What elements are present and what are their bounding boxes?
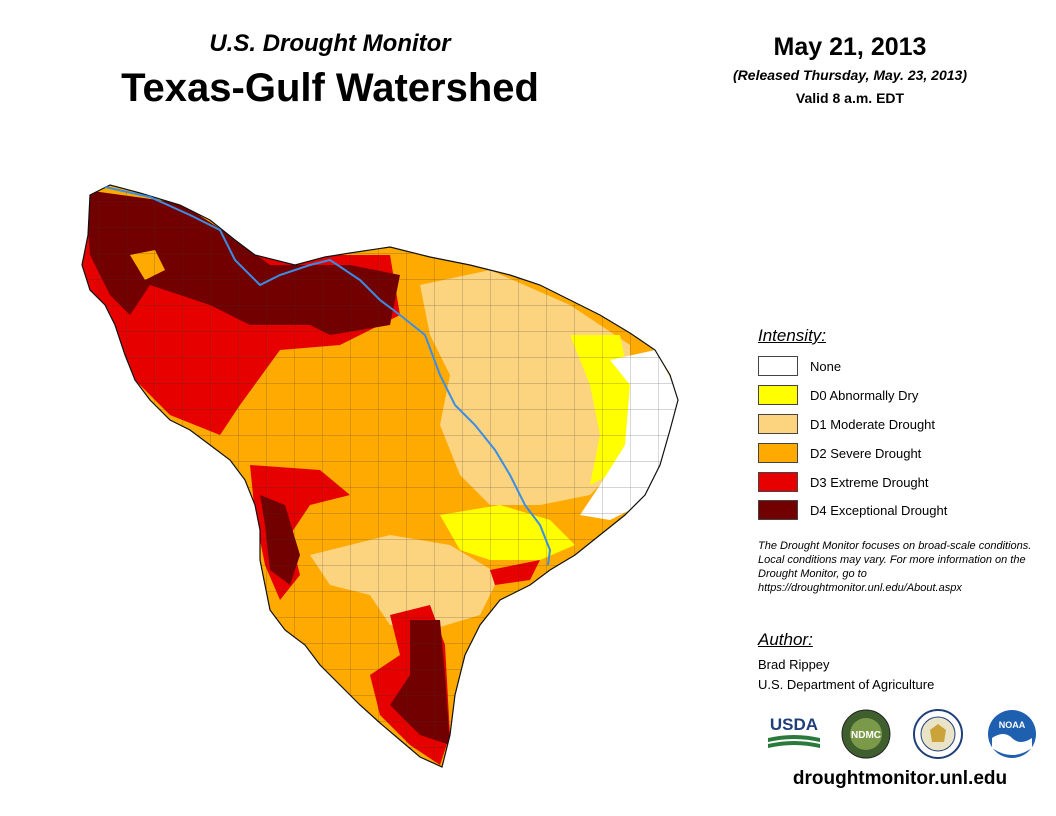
legend-label: D0 Abnormally Dry [810,387,919,403]
legend-item-d3: D3 Extreme Drought [758,471,929,493]
valid-time: Valid 8 a.m. EDT [795,90,905,106]
swatch-d0 [758,385,798,405]
legend-label: D2 Severe Drought [810,445,922,461]
watershed-outline [81,184,679,768]
legend-item-d4: D4 Exceptional Drought [758,499,947,521]
site-url: droughtmonitor.unl.edu [792,768,1008,789]
river [104,186,552,566]
legend-label: D1 Moderate Drought [810,416,936,432]
author-heading: Author: [758,630,813,649]
usda-logo-text: USDA [770,715,818,734]
swatch-none [758,356,798,376]
ndmc-logo-text: NDMC [851,730,881,741]
county-lines [82,185,678,767]
legend-item-d1: D1 Moderate Drought [758,413,935,435]
legend-item-d0: D0 Abnormally Dry [758,384,918,406]
map-subtitle: U.S. Drought Monitor [209,30,451,57]
swatch-d2 [758,443,798,463]
legend-item-d2: D2 Severe Drought [758,442,921,464]
release-date: (Released Thursday, May. 23, 2013) [733,67,967,83]
usda-logo: USDA [768,715,820,748]
swatch-d1 [758,414,798,434]
noaa-logo-text: NOAA [999,720,1026,730]
swatch-d4 [758,500,798,520]
legend-label: None [810,358,842,374]
commerce-seal [913,709,963,759]
swatch-d3 [758,472,798,492]
disclaimer-note: The Drought Monitor focuses on broad-sca… [758,540,1032,594]
map-title: Texas-Gulf Watershed [121,66,539,110]
map-date: May 21, 2013 [773,33,927,61]
legend-label: D4 Exceptional Drought [810,502,948,518]
ndmc-logo: NDMC [841,709,891,759]
author-organization: U.S. Department of Agriculture [758,677,935,692]
legend-item-none: None [758,355,841,377]
legend-title: Intensity: [758,326,827,345]
noaa-logo: NOAA [988,710,1036,758]
author-name: Brad Rippey [758,657,830,672]
legend-label: D3 Extreme Drought [810,474,929,490]
drought-map [81,184,679,768]
